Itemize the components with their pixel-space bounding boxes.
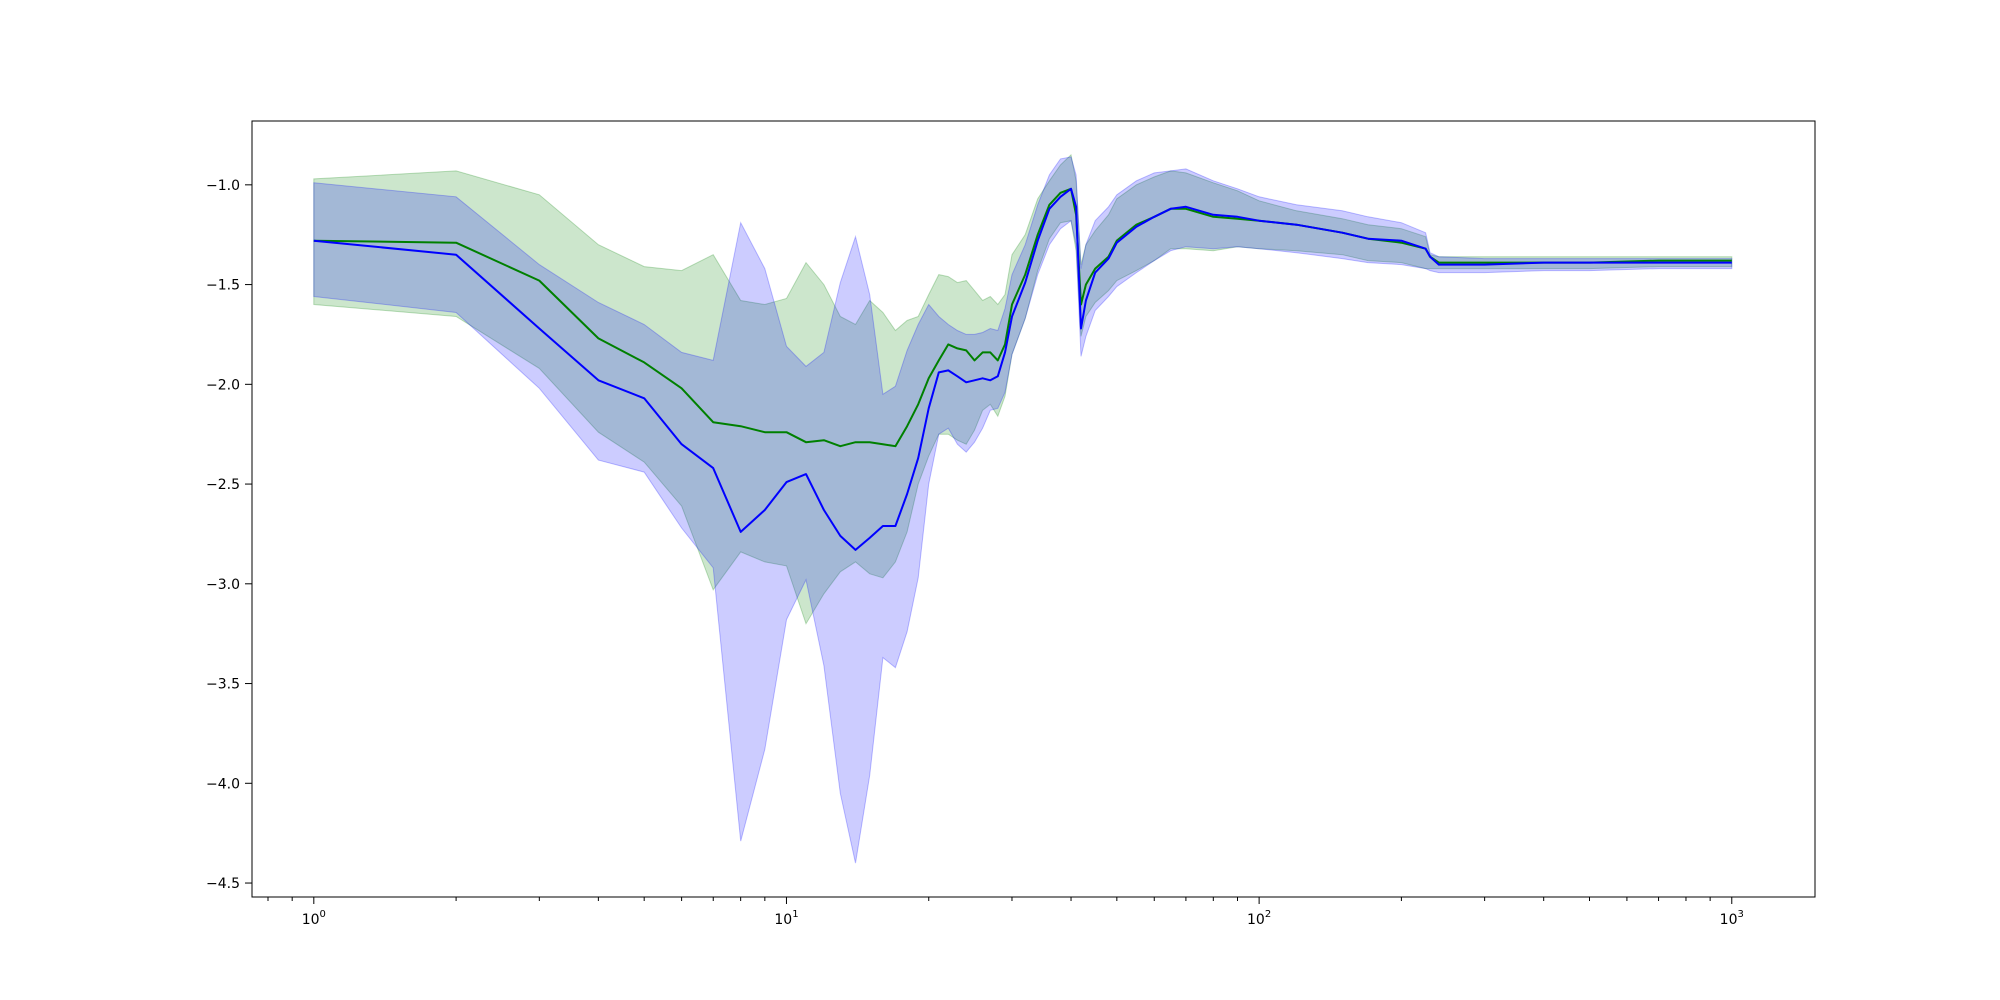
y-tick-label: −2.0: [206, 377, 240, 393]
y-tick-label: −4.5: [206, 876, 240, 892]
x-tick-label: 102: [1247, 909, 1271, 928]
series-lines: [313, 187, 1732, 551]
y-tick-label: −3.0: [206, 577, 240, 593]
x-tick-label: 101: [774, 909, 798, 928]
axis-ticks: [245, 184, 1733, 904]
axis-tick-labels: 100 101 102 103 −1.0 −1.5 −2.0 −2.5 −3.0 −3.5 −4.0…: [206, 178, 1744, 928]
x-tick-label: 100: [302, 909, 326, 928]
series-1-band: [313, 156, 1733, 864]
plot-frame: [251, 120, 1816, 898]
x-tick-label: 103: [1720, 909, 1744, 928]
y-tick-label: −4.0: [206, 776, 240, 792]
y-tick-label: −2.5: [206, 477, 240, 493]
y-tick-label: −3.5: [206, 677, 240, 693]
y-tick-label: −1.0: [206, 178, 240, 194]
series-1-line: [313, 187, 1732, 551]
series-0-band: [313, 153, 1733, 625]
y-tick-label: −1.5: [206, 278, 240, 294]
confidence-bands: [313, 153, 1733, 864]
